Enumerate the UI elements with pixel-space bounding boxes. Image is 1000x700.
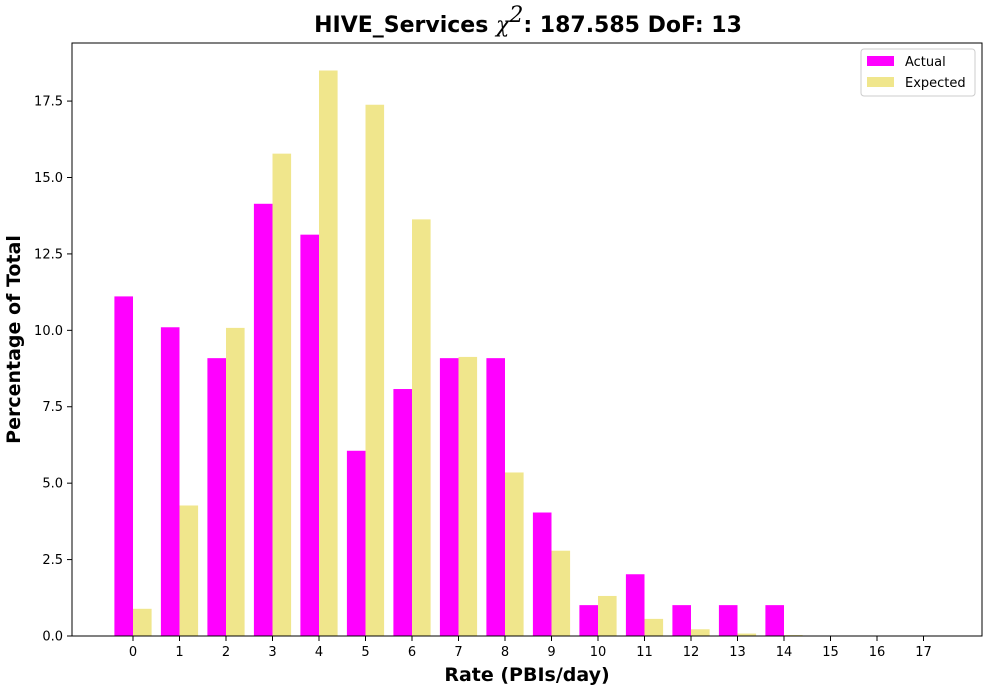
bar-expected-0 <box>133 608 152 636</box>
bar-actual-8 <box>486 358 505 636</box>
x-tick-label-10: 10 <box>590 645 607 660</box>
legend: Actual Expected <box>860 48 976 97</box>
x-tick-label-17: 17 <box>915 645 932 660</box>
bar-expected-10 <box>598 595 617 636</box>
chart-title-prefix: HIVE_Services <box>314 13 496 38</box>
bar-expected-2 <box>226 327 245 636</box>
x-tick-label-2: 2 <box>222 645 230 660</box>
bar-actual-6 <box>393 389 412 636</box>
y-axis-label: Percentage of Total <box>3 235 25 444</box>
bar-actual-4 <box>300 234 319 636</box>
y-tick-label-12.5: 12.5 <box>34 247 63 262</box>
bar-actual-3 <box>253 203 273 636</box>
bar-actual-1 <box>160 327 180 636</box>
bar-expected-5 <box>365 104 385 636</box>
x-tick-label-11: 11 <box>636 645 653 660</box>
legend-swatch-actual <box>867 56 894 66</box>
bar-actual-11 <box>625 574 645 636</box>
y-tick-label-0.0: 0.0 <box>42 630 63 645</box>
x-tick-label-14: 14 <box>776 645 793 660</box>
x-tick-label-16: 16 <box>869 645 886 660</box>
ticks-layer: 0 1 2 3 4 5 6 7 8 9 10 11 12 13 14 15 16 170.02.55.07.510… <box>34 95 932 660</box>
bar-expected-7 <box>458 356 478 636</box>
chi-symbol: χ <box>494 13 511 38</box>
bar-expected-1 <box>179 505 199 636</box>
legend-label-actual: Actual <box>905 55 946 70</box>
bar-expected-12 <box>691 629 710 636</box>
x-tick-label-1: 1 <box>175 645 183 660</box>
chi-exponent: 2 <box>508 3 523 28</box>
bar-actual-2 <box>207 358 226 636</box>
bar-actual-14 <box>765 605 784 636</box>
x-tick-label-4: 4 <box>315 645 323 660</box>
x-tick-label-0: 0 <box>129 645 137 660</box>
y-tick-label-5.0: 5.0 <box>42 477 63 492</box>
x-tick-label-3: 3 <box>268 645 276 660</box>
bar-expected-13 <box>737 633 757 636</box>
x-tick-label-5: 5 <box>361 645 369 660</box>
bar-actual-13 <box>718 605 738 636</box>
legend-label-expected: Expected <box>905 76 966 91</box>
bar-expected-6 <box>412 219 431 636</box>
bar-expected-3 <box>272 153 292 636</box>
bar-actual-7 <box>439 358 459 636</box>
y-tick-label-17.5: 17.5 <box>34 95 63 110</box>
y-tick-label-2.5: 2.5 <box>42 553 63 568</box>
x-tick-label-13: 13 <box>729 645 746 660</box>
bar-expected-8 <box>505 472 524 636</box>
bar-actual-10 <box>579 605 598 636</box>
y-tick-label-15.0: 15.0 <box>34 171 63 186</box>
x-tick-label-12: 12 <box>683 645 700 660</box>
bar-expected-9 <box>551 550 571 636</box>
legend-swatch-expected <box>867 77 894 87</box>
plot-frame <box>71 42 983 637</box>
y-tick-label-10.0: 10.0 <box>34 324 63 339</box>
bars-layer <box>114 70 850 636</box>
bar-actual-12 <box>672 605 691 636</box>
x-tick-label-6: 6 <box>408 645 416 660</box>
x-tick-label-15: 15 <box>822 645 839 660</box>
bar-actual-9 <box>532 512 552 636</box>
x-tick-label-7: 7 <box>454 645 462 660</box>
x-tick-label-8: 8 <box>501 645 509 660</box>
bar-actual-5 <box>346 450 366 636</box>
x-axis-label: Rate (PBIs/day) <box>444 664 609 686</box>
chart-title: HIVE_Services χ2: 187.585 DoF: 13 <box>314 3 742 38</box>
bar-actual-0 <box>114 296 133 636</box>
bar-expected-11 <box>644 618 664 636</box>
chart-title-suffix: : 187.585 DoF: 13 <box>523 13 742 38</box>
bar-expected-4 <box>319 70 338 636</box>
x-tick-label-9: 9 <box>547 645 555 660</box>
y-tick-label-7.5: 7.5 <box>42 400 63 415</box>
